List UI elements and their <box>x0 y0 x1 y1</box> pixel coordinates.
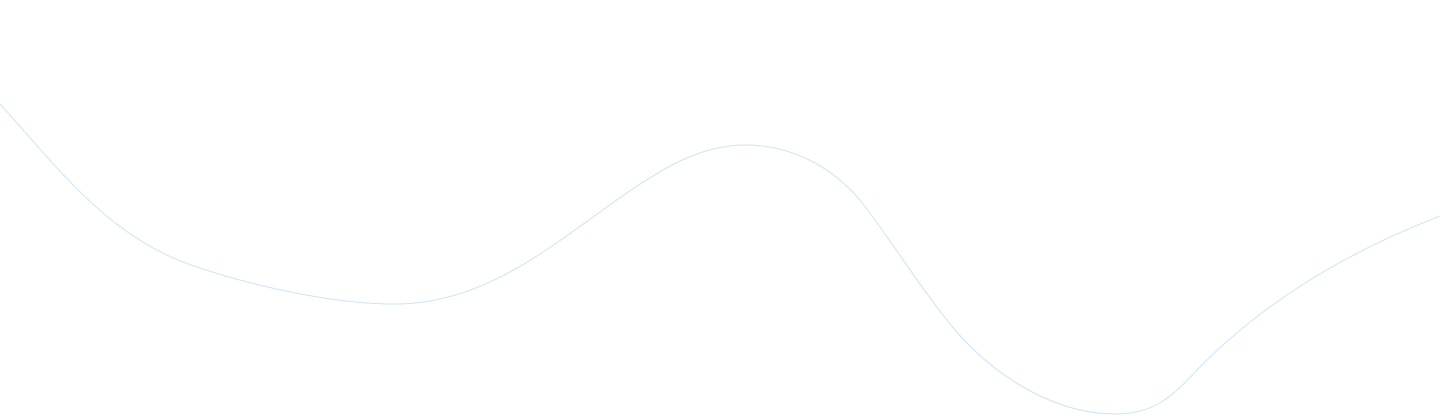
decorative-wave-line <box>0 103 1440 415</box>
